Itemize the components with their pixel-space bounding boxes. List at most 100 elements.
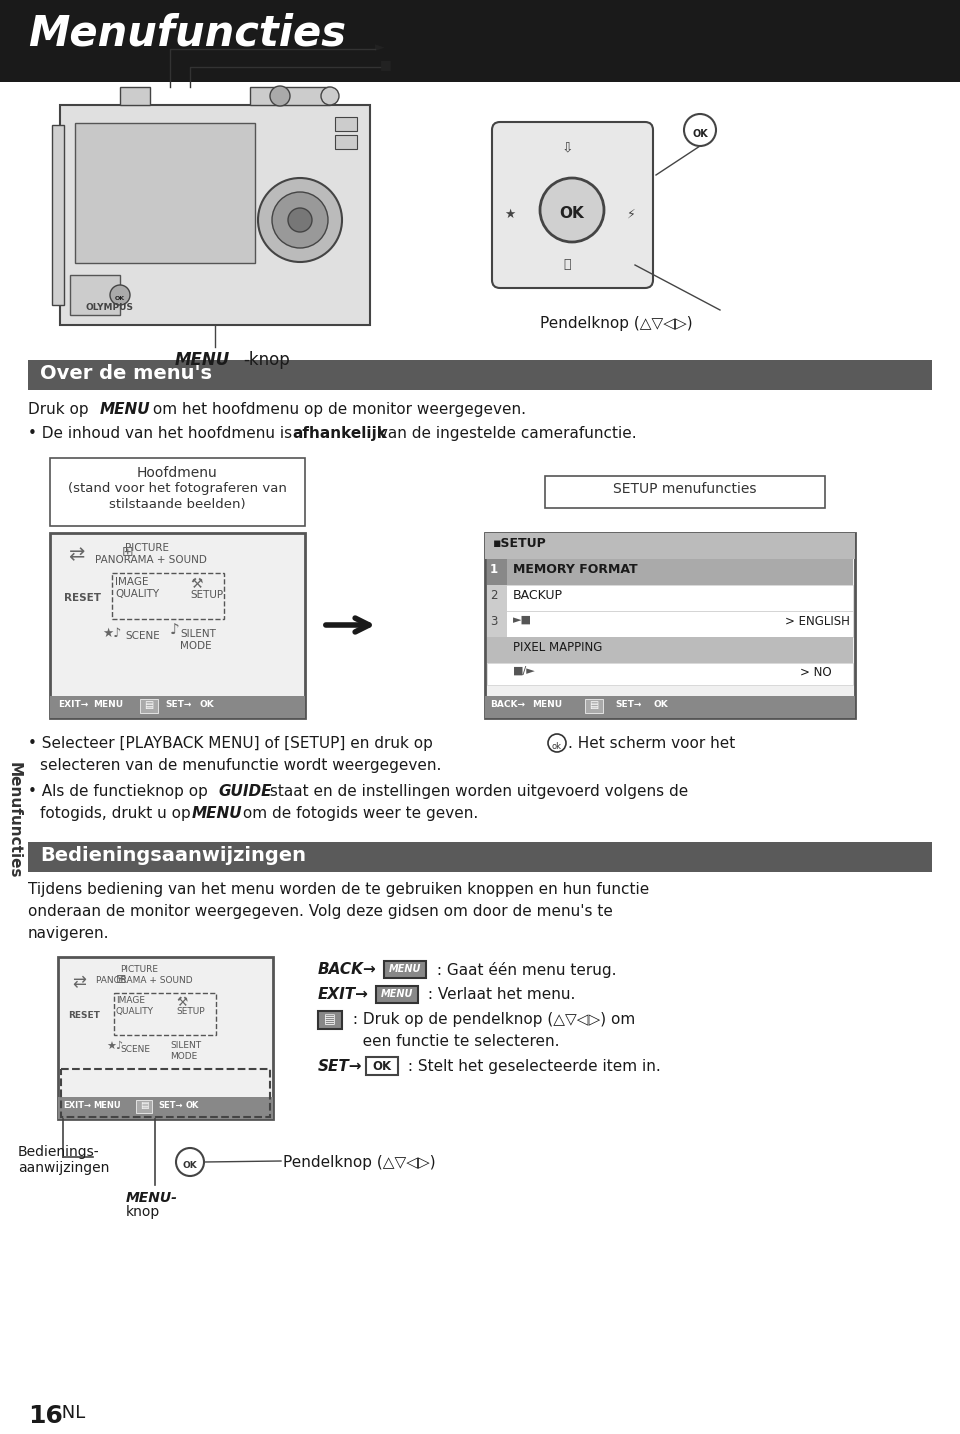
Text: OK: OK xyxy=(692,129,708,139)
Bar xyxy=(0,0,960,82)
Bar xyxy=(50,695,305,718)
Text: MENU: MENU xyxy=(93,700,123,708)
Circle shape xyxy=(270,86,290,106)
Text: ⇄: ⇄ xyxy=(72,974,85,991)
Text: • Selecteer [PLAYBACK MENU] of [SETUP] en druk op: • Selecteer [PLAYBACK MENU] of [SETUP] e… xyxy=(28,736,438,751)
Text: Tijdens bediening van het menu worden de te gebruiken knoppen en hun functie: Tijdens bediening van het menu worden de… xyxy=(28,882,649,898)
Circle shape xyxy=(540,178,604,242)
Text: PIXEL MAPPING: PIXEL MAPPING xyxy=(513,641,602,654)
Text: ★: ★ xyxy=(504,208,516,221)
Text: MEMORY FORMAT: MEMORY FORMAT xyxy=(513,564,637,576)
Bar xyxy=(28,842,932,872)
Text: EXIT→: EXIT→ xyxy=(63,1101,91,1110)
Text: . Het scherm voor het: . Het scherm voor het xyxy=(568,736,735,751)
Text: ok: ok xyxy=(552,741,562,751)
Text: ⊞: ⊞ xyxy=(122,545,133,559)
Text: • Als de functieknop op: • Als de functieknop op xyxy=(28,784,213,799)
Bar xyxy=(376,987,418,1002)
Text: : Gaat één menu terug.: : Gaat één menu terug. xyxy=(432,962,616,978)
Text: SET→: SET→ xyxy=(165,700,191,708)
Bar xyxy=(335,118,357,130)
Text: Menufuncties: Menufuncties xyxy=(28,11,346,54)
Bar xyxy=(487,663,853,685)
Text: PANORAMA + SOUND: PANORAMA + SOUND xyxy=(96,977,193,985)
Text: PICTURE: PICTURE xyxy=(125,543,169,554)
Bar xyxy=(487,611,507,637)
Text: NL: NL xyxy=(56,1404,85,1423)
Text: ■/►: ■/► xyxy=(513,665,536,675)
Text: SILENT: SILENT xyxy=(170,1041,202,1050)
Circle shape xyxy=(684,113,716,146)
Text: RESET: RESET xyxy=(64,594,101,604)
Text: PICTURE: PICTURE xyxy=(120,965,158,974)
Text: om het hoofdmenu op de monitor weergegeven.: om het hoofdmenu op de monitor weergegev… xyxy=(148,402,526,417)
Bar xyxy=(70,275,120,315)
Text: ⚒: ⚒ xyxy=(190,576,203,591)
Text: ⚡: ⚡ xyxy=(627,208,636,221)
Text: PANORAMA + SOUND: PANORAMA + SOUND xyxy=(95,555,206,565)
Circle shape xyxy=(548,734,566,751)
Bar xyxy=(52,125,64,305)
Text: ★♪: ★♪ xyxy=(106,1041,123,1051)
Text: 3: 3 xyxy=(490,615,497,628)
Text: SET→: SET→ xyxy=(158,1101,182,1110)
Text: OK: OK xyxy=(200,700,215,708)
Text: ⌛: ⌛ xyxy=(564,258,571,271)
Text: ►■: ►■ xyxy=(513,615,532,625)
Bar xyxy=(140,698,158,713)
Text: IMAGE: IMAGE xyxy=(115,576,149,587)
Text: QUALITY: QUALITY xyxy=(116,1007,154,1017)
Text: MENU: MENU xyxy=(389,964,421,974)
Circle shape xyxy=(176,1149,204,1176)
Bar xyxy=(136,1100,152,1113)
Text: : Stelt het geselecteerde item in.: : Stelt het geselecteerde item in. xyxy=(403,1058,660,1074)
Bar xyxy=(58,1097,273,1119)
Bar xyxy=(120,87,150,105)
Text: afhankelijk: afhankelijk xyxy=(292,426,387,442)
Text: OK: OK xyxy=(182,1162,198,1170)
Text: van de ingestelde camerafunctie.: van de ingestelde camerafunctie. xyxy=(374,426,636,442)
Text: ▤: ▤ xyxy=(589,700,599,710)
Text: OLYMPUS: OLYMPUS xyxy=(85,303,133,313)
Bar xyxy=(487,585,853,611)
Text: IMAGE: IMAGE xyxy=(116,997,145,1005)
Text: QUALITY: QUALITY xyxy=(115,589,159,599)
Text: 1: 1 xyxy=(490,564,498,576)
Circle shape xyxy=(321,87,339,105)
Bar xyxy=(335,135,357,149)
Bar xyxy=(50,533,305,718)
Text: RESET: RESET xyxy=(68,1011,100,1020)
Text: SET→: SET→ xyxy=(615,700,641,708)
Text: ▤: ▤ xyxy=(144,700,154,710)
Text: MODE: MODE xyxy=(170,1053,197,1061)
Text: OK: OK xyxy=(115,297,125,301)
Text: SETUP menufuncties: SETUP menufuncties xyxy=(613,482,756,496)
Text: ▪SETUP: ▪SETUP xyxy=(493,536,547,551)
Bar xyxy=(384,961,426,978)
Text: ⚒: ⚒ xyxy=(176,997,187,1010)
Text: Druk op: Druk op xyxy=(28,402,93,417)
Bar xyxy=(485,695,855,718)
Text: EXIT→: EXIT→ xyxy=(318,987,369,1002)
Text: 2: 2 xyxy=(490,589,497,602)
Circle shape xyxy=(258,178,342,262)
Bar xyxy=(61,1068,270,1117)
Text: SETUP: SETUP xyxy=(176,1007,204,1017)
Bar xyxy=(545,476,825,508)
Text: Pendelknop (△▽◁▷): Pendelknop (△▽◁▷) xyxy=(540,315,692,331)
Text: ♪: ♪ xyxy=(170,622,180,638)
Bar xyxy=(50,457,305,526)
Text: Over de menu's: Over de menu's xyxy=(40,364,212,383)
Text: MENU: MENU xyxy=(100,402,151,417)
Text: : Verlaat het menu.: : Verlaat het menu. xyxy=(423,987,575,1002)
Bar xyxy=(250,87,330,105)
Bar xyxy=(487,611,853,637)
Text: knop: knop xyxy=(126,1205,160,1219)
Text: staat en de instellingen worden uitgevoerd volgens de: staat en de instellingen worden uitgevoe… xyxy=(265,784,688,799)
Text: • De inhoud van het hoofdmenu is: • De inhoud van het hoofdmenu is xyxy=(28,426,297,442)
Text: een functie te selecteren.: een functie te selecteren. xyxy=(348,1034,560,1050)
Text: Hoofdmenu: Hoofdmenu xyxy=(136,466,217,480)
Text: ★♪: ★♪ xyxy=(102,627,121,640)
Text: ■: ■ xyxy=(380,57,392,72)
Text: SCENE: SCENE xyxy=(120,1045,150,1054)
